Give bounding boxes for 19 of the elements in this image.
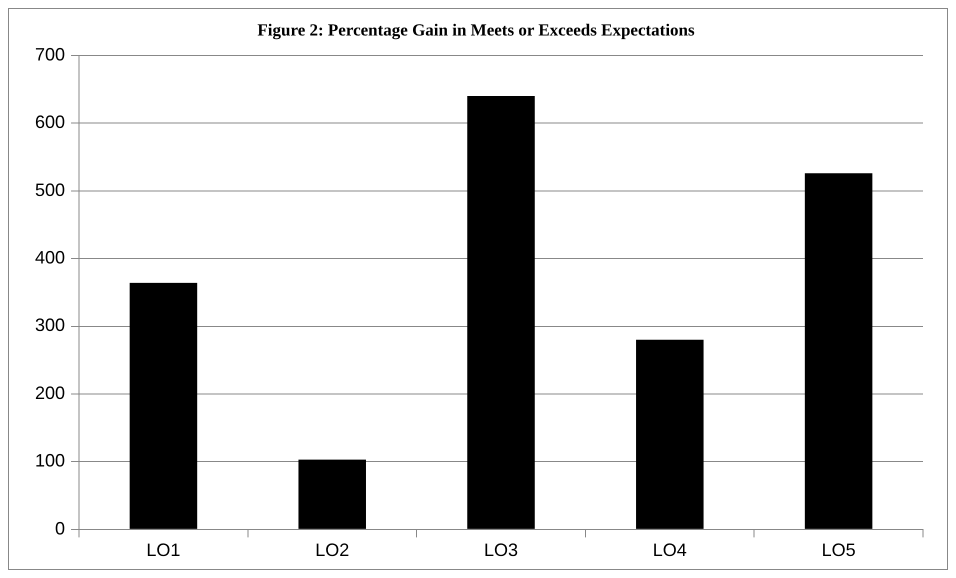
chart-title: Figure 2: Percentage Gain in Meets or Exceeds Expectations (257, 20, 695, 40)
bar (298, 460, 366, 529)
x-tick-label: LO1 (146, 540, 180, 560)
y-tick-label: 100 (34, 450, 66, 471)
x-tick-label: LO3 (484, 540, 518, 560)
bar (467, 96, 535, 529)
y-tick-label: 700 (34, 44, 66, 64)
y-tick-label: 0 (55, 518, 66, 538)
x-tick-label: LO5 (822, 540, 856, 560)
bar (130, 282, 198, 529)
x-tick-label: LO4 (652, 540, 687, 560)
y-tick-label: 400 (34, 248, 66, 268)
y-tick-label: 500 (34, 180, 66, 200)
y-tick-label: 600 (34, 112, 66, 132)
x-tick-label: LO2 (315, 540, 350, 560)
bar (636, 340, 704, 529)
y-tick-label: 200 (34, 382, 66, 403)
y-tick-label: 300 (34, 315, 66, 336)
bar (804, 173, 872, 529)
